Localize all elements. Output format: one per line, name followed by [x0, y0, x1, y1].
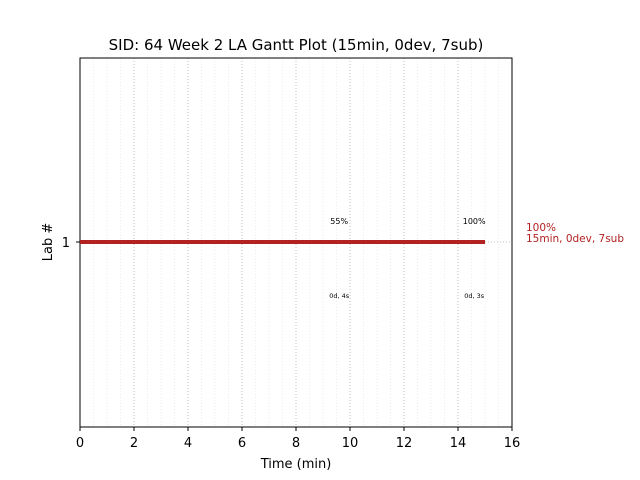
- x-tick-label: 12: [396, 436, 413, 451]
- x-tick-label: 6: [238, 436, 246, 451]
- x-tick-label: 0: [76, 436, 84, 451]
- progress-label: 100%: [463, 217, 486, 226]
- x-axis-label: Time (min): [260, 457, 332, 472]
- bar-annotations: 55% 100% 0d, 4s 0d, 3s: [329, 217, 486, 300]
- x-tick-label: 4: [184, 436, 192, 451]
- side-annotation-line-1: 100%: [526, 222, 556, 234]
- progress-label: 55%: [330, 217, 348, 226]
- side-annotation-line-2: 15min, 0dev, 7sub: [526, 233, 624, 245]
- duration-label: 0d, 4s: [329, 292, 350, 300]
- x-tick-label: 2: [130, 436, 138, 451]
- y-axis-label: Lab #: [41, 223, 56, 262]
- duration-label: 0d, 3s: [464, 292, 485, 300]
- x-tick-label: 8: [292, 436, 300, 451]
- x-tick-label: 14: [450, 436, 467, 451]
- x-tick-label: 16: [504, 436, 521, 451]
- x-tick-label: 10: [342, 436, 359, 451]
- axis-ticks: 0 2 4 6 8 10 12 14 16 1: [62, 236, 521, 451]
- chart-title: SID: 64 Week 2 LA Gantt Plot (15min, 0de…: [109, 36, 484, 54]
- y-tick-label: 1: [62, 236, 70, 251]
